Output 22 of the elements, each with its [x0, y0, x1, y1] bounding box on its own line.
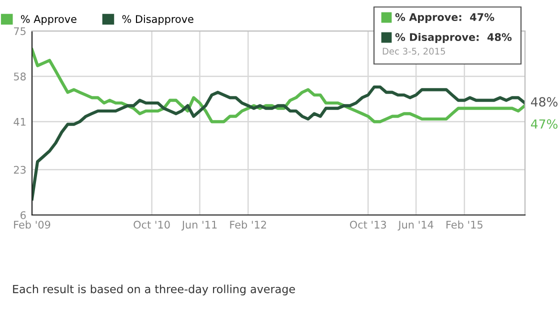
y-tick-label: 75	[14, 27, 26, 36]
y-tick-label: 58	[14, 72, 26, 80]
x-tick-label: Feb '15	[446, 220, 482, 229]
annotation: 48%	[530, 97, 558, 107]
legend-label: % Disapprove	[122, 14, 194, 25]
y-tick-label: 41	[14, 118, 26, 126]
x-tick-label: Jun '14	[398, 220, 434, 231]
y-tick-label: 6	[20, 211, 26, 220]
x-tick-label: Feb '12	[230, 220, 266, 229]
line-series	[32, 48, 525, 124]
annotation: % Disapprove: 48%	[395, 32, 512, 44]
x-tick-label: Jun '11	[181, 220, 217, 231]
text: % Approve: 47%	[395, 13, 494, 24]
x-tick-label: Oct '10	[134, 220, 170, 229]
x-tick-label: Feb '09	[14, 220, 50, 229]
y-tick-label: 23	[14, 166, 26, 174]
legend-label: % Approve	[20, 15, 76, 25]
line-series	[32, 85, 525, 201]
x-tick-label: Oct '13	[350, 220, 386, 229]
text: Each result is based on a three-day rolling average	[13, 284, 295, 296]
annotation: 47%	[530, 119, 558, 129]
annotation: Dec 3-5, 2015	[382, 48, 446, 56]
